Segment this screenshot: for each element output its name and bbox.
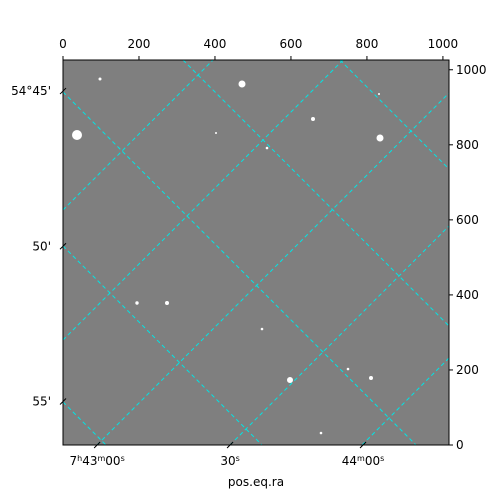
dec-tick-label: 50' (32, 239, 51, 253)
x-tick-label: 0 (59, 37, 67, 51)
dec-tick-label: 55' (32, 395, 51, 409)
x-tick-label: 200 (128, 37, 151, 51)
world-grid (63, 60, 449, 445)
ra-tick (226, 441, 234, 449)
ra-tick (359, 441, 367, 449)
dec-tick (59, 87, 67, 95)
stars (72, 77, 384, 435)
ra-tick-label: 30s (220, 454, 239, 469)
dec-tick (59, 398, 67, 405)
y-tick-label: 1000 (456, 63, 487, 77)
dec-tick-label: 54°45' (11, 84, 51, 98)
x-tick-label: 800 (355, 37, 378, 51)
ra-tick-label: 7h43m00s (69, 454, 124, 469)
ra-tick (93, 441, 101, 449)
y-tick-label: 0 (456, 438, 464, 452)
grid-line (63, 60, 214, 211)
grid-line (63, 401, 107, 445)
x-tick-label: 600 (279, 37, 302, 51)
ra-tick-label: 44m00s (342, 454, 385, 469)
y-tick-label: 600 (456, 213, 479, 227)
dec-tick (59, 242, 67, 250)
x-tick-label: 400 (204, 37, 227, 51)
x-axis-label: pos.eq.ra (228, 475, 284, 489)
y-tick-label: 200 (456, 363, 479, 377)
frame (62, 59, 450, 446)
y-tick-label: 400 (456, 288, 479, 302)
image (63, 60, 449, 445)
grid-line (63, 91, 417, 445)
x-tick-label: 1000 (428, 37, 459, 51)
y-tick-label: 800 (456, 138, 479, 152)
grid-line (63, 245, 263, 445)
